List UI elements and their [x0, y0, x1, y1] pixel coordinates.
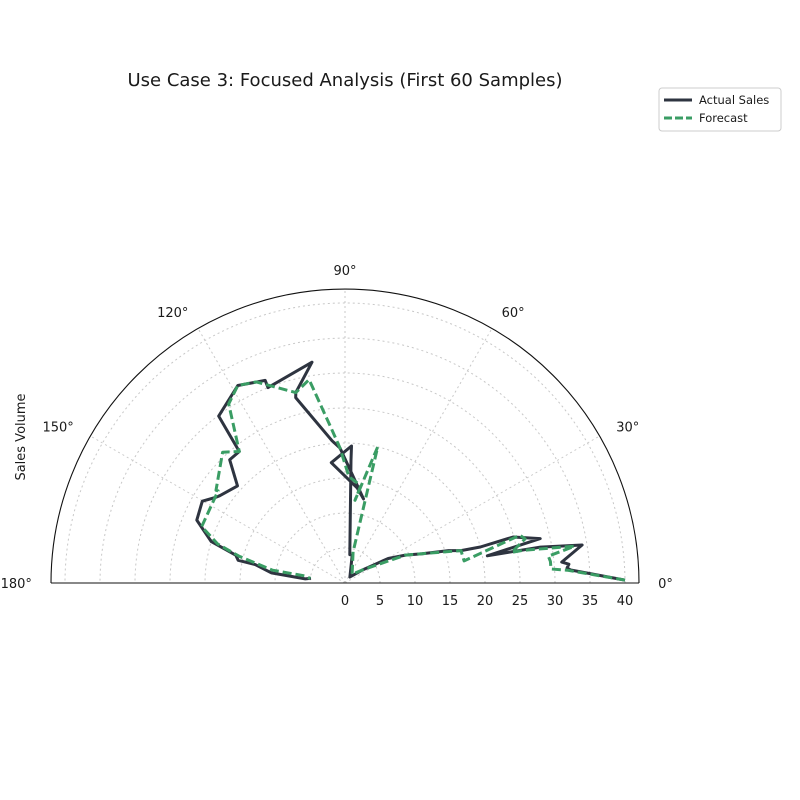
- theta-tick-label: 30°: [616, 420, 639, 435]
- polar-axes: 0° 30° 60° 90° 120° 150° 180° 0 5 10 15 20 25 30 35 40: [1, 264, 673, 609]
- theta-tick-label: 120°: [157, 306, 188, 321]
- grid-ring: [309, 547, 381, 584]
- r-tick-label: 20: [477, 594, 494, 609]
- theta-tick-label: 60°: [502, 306, 525, 321]
- r-tick-label: 35: [582, 594, 599, 609]
- chart-title: Use Case 3: Focused Analysis (First 60 S…: [127, 70, 562, 91]
- grid-ring: [134, 372, 556, 584]
- r-tick-label: 5: [376, 594, 384, 609]
- polar-frame-arc: [50, 288, 640, 584]
- theta-tick-label: 90°: [333, 264, 356, 279]
- r-tick-label: 15: [442, 594, 459, 609]
- r-tick-label: 25: [512, 594, 529, 609]
- r-tick-label: 40: [617, 594, 634, 609]
- series-line-actual-sales: [195, 360, 626, 582]
- polar-grid: [64, 289, 626, 584]
- r-tick-label: 30: [547, 594, 564, 609]
- grid-spoke: [90, 435, 346, 584]
- series-layer: [195, 360, 626, 582]
- legend: Actual Sales Forecast: [658, 87, 782, 132]
- legend-label-forecast: Forecast: [699, 111, 748, 125]
- r-tick-label: 10: [407, 594, 424, 609]
- theta-tick-label: 180°: [1, 577, 32, 592]
- legend-label-actual-sales: Actual Sales: [699, 93, 769, 107]
- r-tick-label: 0: [341, 594, 349, 609]
- grid-ring: [169, 407, 521, 584]
- grid-spoke: [344, 435, 600, 584]
- theta-tick-label: 0°: [658, 577, 673, 592]
- y-axis-label: Sales Volume: [14, 393, 29, 480]
- theta-tick-label: 150°: [42, 420, 73, 435]
- grid-ring: [64, 302, 626, 584]
- grid-spoke: [197, 328, 346, 584]
- grid-ring: [239, 477, 451, 584]
- series-line-forecast: [200, 378, 626, 582]
- grid-spoke: [344, 328, 493, 584]
- grid-ring: [204, 442, 486, 584]
